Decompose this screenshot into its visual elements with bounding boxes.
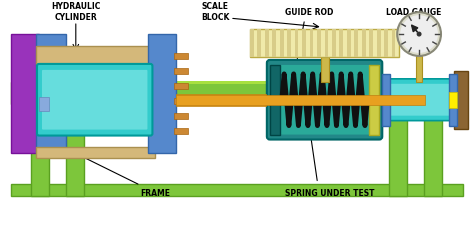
FancyBboxPatch shape bbox=[42, 70, 147, 130]
Bar bbox=[270, 65, 280, 135]
Bar bbox=[174, 68, 188, 74]
Bar bbox=[317, 29, 321, 57]
Text: SPRING UNDER TEST: SPRING UNDER TEST bbox=[285, 189, 374, 198]
Text: HYDRAULIC
CYLINDER: HYDRAULIC CYLINDER bbox=[51, 2, 100, 22]
Bar bbox=[424, 104, 442, 196]
Bar bbox=[369, 65, 379, 135]
Bar bbox=[11, 184, 463, 196]
Text: GUIDE ROD: GUIDE ROD bbox=[285, 8, 334, 17]
Bar bbox=[287, 29, 291, 57]
Bar bbox=[355, 29, 358, 57]
FancyBboxPatch shape bbox=[385, 79, 454, 121]
Bar bbox=[295, 29, 299, 57]
Bar bbox=[416, 56, 422, 82]
Bar bbox=[11, 34, 39, 154]
Bar bbox=[250, 29, 399, 57]
Text: LOAD GAUGE: LOAD GAUGE bbox=[386, 8, 442, 17]
Bar bbox=[148, 34, 176, 154]
Bar bbox=[347, 29, 351, 57]
Bar bbox=[36, 46, 155, 64]
Bar bbox=[11, 81, 463, 84]
Bar bbox=[174, 53, 188, 59]
Bar bbox=[273, 29, 276, 57]
Bar bbox=[174, 83, 188, 89]
FancyBboxPatch shape bbox=[272, 65, 377, 135]
Bar bbox=[362, 29, 365, 57]
FancyBboxPatch shape bbox=[389, 84, 450, 116]
Bar bbox=[377, 29, 381, 57]
Bar bbox=[176, 94, 266, 106]
Bar bbox=[11, 82, 463, 104]
Bar bbox=[250, 29, 254, 57]
Bar bbox=[176, 95, 425, 105]
Bar bbox=[384, 29, 388, 57]
FancyBboxPatch shape bbox=[37, 64, 153, 136]
Bar bbox=[320, 32, 328, 82]
Bar bbox=[257, 29, 261, 57]
Bar bbox=[302, 29, 306, 57]
Bar bbox=[36, 147, 155, 158]
Bar bbox=[369, 29, 373, 57]
FancyBboxPatch shape bbox=[267, 60, 382, 140]
Bar bbox=[174, 128, 188, 134]
Bar bbox=[389, 104, 407, 196]
Circle shape bbox=[397, 12, 441, 56]
Bar bbox=[39, 97, 49, 111]
Bar bbox=[392, 29, 395, 57]
Bar bbox=[454, 71, 468, 129]
Bar bbox=[332, 29, 336, 57]
Text: SCALE
BLOCK: SCALE BLOCK bbox=[201, 2, 229, 22]
Bar bbox=[280, 29, 283, 57]
Bar bbox=[339, 29, 343, 57]
Bar bbox=[382, 74, 390, 125]
Bar bbox=[66, 104, 84, 196]
Bar bbox=[265, 29, 269, 57]
Bar bbox=[174, 113, 188, 119]
Bar bbox=[449, 74, 457, 125]
Bar bbox=[310, 29, 313, 57]
Circle shape bbox=[417, 31, 421, 36]
Bar bbox=[36, 34, 66, 154]
Bar bbox=[31, 104, 49, 196]
Bar bbox=[174, 98, 188, 104]
Circle shape bbox=[400, 15, 438, 53]
Bar bbox=[449, 92, 457, 108]
Text: FRAME: FRAME bbox=[140, 189, 171, 198]
Bar bbox=[325, 29, 328, 57]
